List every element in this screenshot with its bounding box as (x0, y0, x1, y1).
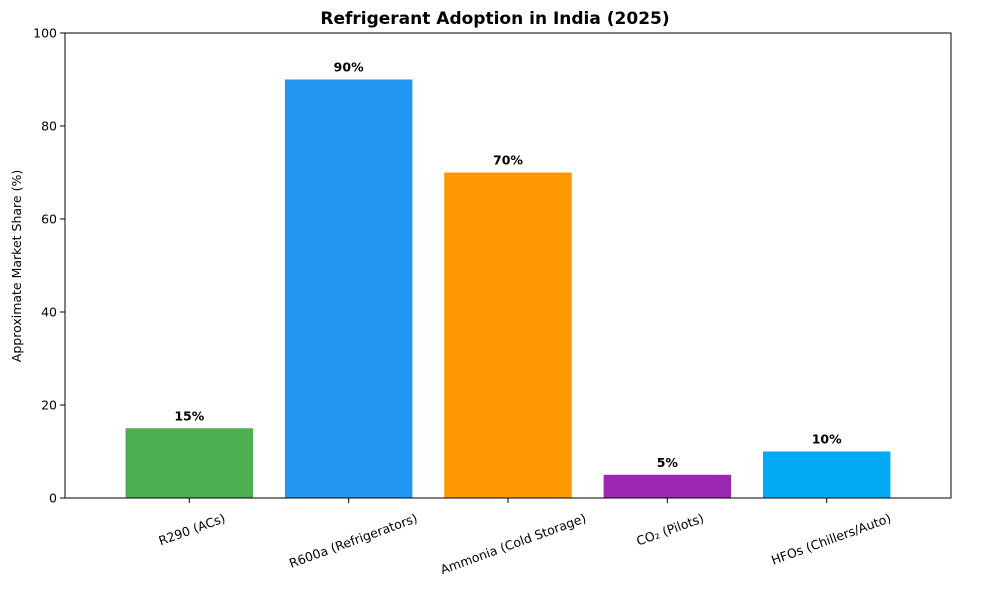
y-tick-label: 40 (41, 305, 57, 320)
y-tick-label: 80 (41, 119, 57, 134)
bar (444, 172, 572, 498)
plot-frame (64, 32, 952, 499)
y-tick-label: 60 (41, 212, 57, 227)
bar (284, 79, 413, 498)
x-tick-label: R290 (ACs) (157, 510, 228, 548)
data-label: 15% (174, 408, 204, 423)
bar (125, 428, 254, 498)
y-tick-label: 0 (49, 491, 57, 506)
x-tick-label: R600a (Refrigerators) (287, 510, 419, 570)
x-tick-label: Ammonia (Cold Storage) (438, 510, 588, 577)
y-axis-label: Approximate Market Share (%) (9, 170, 24, 362)
bar (762, 451, 891, 498)
data-label: 70% (493, 153, 523, 168)
data-label: 10% (812, 432, 842, 447)
x-tick-label: HFOs (Chillers/Auto) (769, 510, 893, 567)
plot-area: 15% R290 (ACs) 90% R600a (Refrigerators) 70%… (33, 26, 952, 577)
data-label: 5% (657, 455, 679, 470)
y-tick-label: 20 (41, 398, 57, 413)
x-tick-label: CO₂ (Pilots) (634, 510, 705, 548)
bar (603, 474, 732, 498)
data-label: 90% (334, 60, 364, 75)
chart-title: Refrigerant Adoption in India (2025) (320, 9, 669, 29)
y-tick-label: 100 (33, 26, 57, 41)
